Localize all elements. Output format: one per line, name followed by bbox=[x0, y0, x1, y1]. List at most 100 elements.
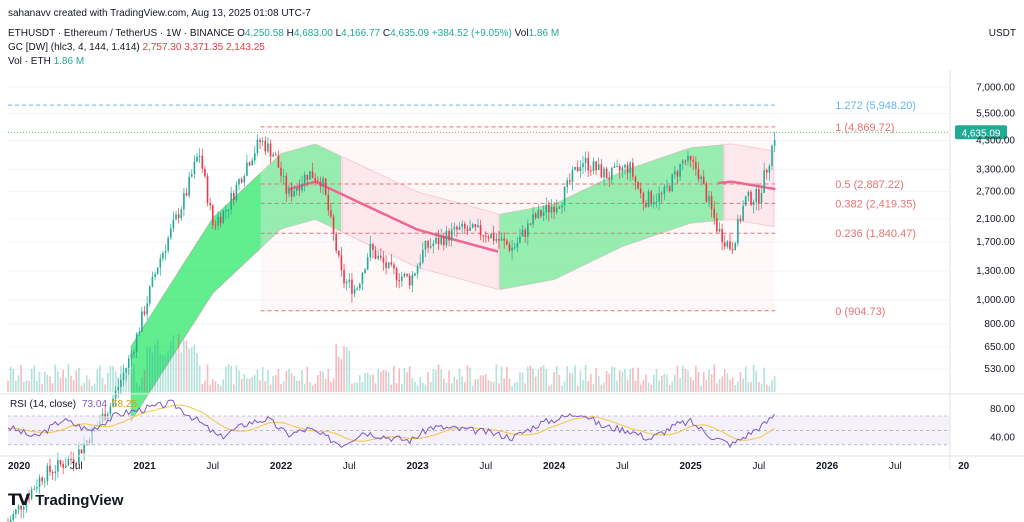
volume-bar bbox=[629, 369, 632, 392]
gc-midline bbox=[717, 180, 776, 191]
volume-bar bbox=[217, 383, 219, 392]
candle-body bbox=[739, 218, 742, 221]
volume-bar bbox=[398, 368, 400, 392]
x-tick-label: 2022 bbox=[270, 461, 293, 472]
volume-bar bbox=[592, 384, 595, 392]
candle-body bbox=[561, 205, 563, 208]
candle-body bbox=[529, 223, 532, 225]
candle-body bbox=[479, 225, 482, 236]
candle-body bbox=[253, 152, 256, 161]
candle-body bbox=[91, 428, 93, 444]
volume-bar bbox=[456, 379, 458, 392]
volume-bar bbox=[516, 381, 519, 392]
volume-bar bbox=[282, 380, 285, 392]
volume-bar bbox=[20, 364, 22, 392]
y-tick-label: 530.00 bbox=[984, 364, 1015, 375]
volume-bar bbox=[359, 375, 361, 392]
tradingview-brand: 𝗧𝗩 TradingView bbox=[8, 490, 123, 510]
volume-bar bbox=[301, 370, 303, 392]
volume-bar bbox=[684, 368, 687, 392]
volume-bar bbox=[22, 381, 25, 392]
candle-body bbox=[361, 272, 364, 284]
candle-body bbox=[387, 262, 390, 269]
volume-bar bbox=[133, 364, 135, 392]
volume-bar bbox=[172, 335, 175, 392]
candle-body bbox=[498, 239, 500, 241]
candle-body bbox=[314, 178, 316, 181]
volume-bar bbox=[700, 385, 702, 392]
volume-bar bbox=[91, 385, 93, 392]
close-value: 4,635.09 bbox=[390, 28, 430, 39]
volume-bar bbox=[141, 377, 143, 392]
candle-body bbox=[626, 164, 629, 173]
volume-bar bbox=[117, 376, 120, 392]
volume-bar bbox=[93, 383, 96, 392]
volume-bar bbox=[503, 378, 506, 392]
volume-bar bbox=[288, 368, 290, 392]
volume-bar bbox=[689, 376, 692, 392]
volume-bar bbox=[616, 380, 618, 392]
candle-body bbox=[752, 201, 755, 205]
x-tick-label: 20 bbox=[958, 461, 970, 472]
rsi-ma-value: 58.25 bbox=[112, 399, 137, 410]
candle-body bbox=[458, 226, 461, 230]
volume-bar bbox=[41, 384, 43, 392]
candle-body bbox=[130, 353, 133, 359]
volume-bar bbox=[306, 366, 309, 392]
volume-bar bbox=[70, 375, 72, 392]
candle-body bbox=[196, 156, 198, 162]
candle-body bbox=[618, 166, 621, 171]
x-tick-label: 2025 bbox=[679, 461, 702, 472]
candle-body bbox=[408, 275, 411, 286]
candle-body bbox=[267, 143, 269, 152]
candle-body bbox=[206, 176, 209, 204]
volume-bar bbox=[414, 382, 416, 392]
volume-bar bbox=[235, 365, 238, 392]
gc-midline bbox=[287, 180, 499, 253]
candle-body bbox=[506, 240, 508, 245]
volume-bar bbox=[540, 366, 542, 392]
candle-body bbox=[374, 249, 377, 259]
volume-bar bbox=[201, 384, 204, 392]
volume-bar bbox=[432, 369, 435, 392]
candle-body bbox=[464, 223, 466, 229]
band-up-seg bbox=[130, 143, 342, 424]
volume-bar bbox=[380, 371, 382, 392]
candle-body bbox=[666, 186, 668, 188]
volume-bar bbox=[295, 380, 298, 392]
candle-body bbox=[655, 201, 658, 203]
candle-body bbox=[303, 174, 306, 184]
candle-body bbox=[80, 449, 83, 454]
candle-body bbox=[301, 183, 303, 191]
volume-bar bbox=[600, 384, 603, 392]
volume-bar bbox=[548, 385, 550, 392]
volume-bar bbox=[338, 357, 340, 392]
volume-bar bbox=[190, 347, 193, 392]
candle-body bbox=[461, 223, 463, 227]
volume-bar bbox=[406, 372, 408, 392]
candle-body bbox=[51, 471, 54, 474]
candle-body bbox=[159, 258, 162, 268]
high-value: 4,683.00 bbox=[293, 28, 333, 39]
candle-body bbox=[555, 207, 558, 213]
candle-body bbox=[406, 273, 408, 276]
candle-body bbox=[85, 440, 88, 444]
candle-body bbox=[632, 162, 634, 177]
gc-value-1: 2,757.30 bbox=[142, 42, 182, 53]
volume-bar bbox=[351, 383, 353, 392]
candle-body bbox=[133, 352, 135, 354]
volume-bar bbox=[450, 383, 453, 392]
volume-bar bbox=[464, 382, 466, 392]
volume-bar bbox=[487, 380, 490, 392]
candle-body bbox=[558, 207, 561, 209]
volume-bar bbox=[763, 367, 765, 392]
volume-bar bbox=[692, 380, 695, 392]
volume-bar bbox=[169, 342, 172, 392]
low-value: 4,166.77 bbox=[341, 28, 381, 39]
volume-bar bbox=[582, 380, 584, 392]
candle-body bbox=[608, 178, 611, 180]
candle-body bbox=[482, 235, 485, 237]
rsi-value: 73.04 bbox=[82, 399, 107, 410]
volume-bar bbox=[211, 379, 214, 392]
